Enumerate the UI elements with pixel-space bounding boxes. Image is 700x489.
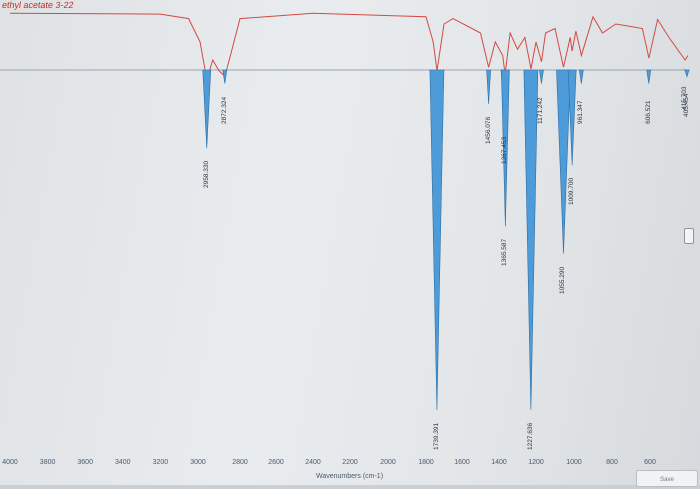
x-tick: 600 [644, 459, 656, 466]
peak-9[interactable] [567, 69, 577, 166]
x-axis-label: Wavenumbers (cm-1) [316, 473, 384, 480]
peak-label-6: 1227.636 [526, 422, 534, 450]
peak-11[interactable] [646, 69, 652, 84]
x-tick: 1200 [528, 459, 544, 466]
peak-0[interactable] [202, 69, 212, 149]
peak-1[interactable] [222, 69, 228, 84]
peak-label-2: 1739.391 [432, 422, 440, 450]
peak-5[interactable] [501, 69, 510, 227]
peak-7[interactable] [539, 69, 544, 84]
peak-label-13: 405.454 [682, 93, 690, 117]
x-tick: 2600 [268, 459, 284, 466]
peak-label-1: 2872.324 [220, 96, 228, 124]
x-tick: 3800 [39, 459, 56, 466]
x-tick: 2000 [380, 459, 396, 466]
x-tick: 1400 [491, 459, 507, 466]
x-tick: 3000 [190, 459, 206, 466]
peak-label-0: 2958.330 [202, 161, 210, 189]
save-button[interactable]: Save [636, 470, 698, 487]
peak-label-4: 1367.453 [501, 137, 509, 165]
peak-label-5: 1365.587 [501, 239, 509, 267]
x-tick: 3400 [115, 459, 131, 466]
x-tick: 2800 [232, 459, 248, 466]
peak-label-7: 1171.242 [537, 96, 545, 124]
x-tick: 4000 [2, 459, 18, 466]
peak-3[interactable] [486, 69, 491, 105]
peak-label-8: 1055.290 [559, 266, 567, 294]
x-tick: 3200 [152, 459, 169, 466]
x-tick: 1600 [454, 459, 470, 466]
peak-label-3: 1456.076 [484, 116, 492, 144]
peak-10[interactable] [578, 69, 584, 84]
x-tick: 2200 [342, 459, 358, 466]
peak-13[interactable] [684, 69, 690, 78]
peak-6[interactable] [523, 69, 539, 411]
x-tick: 1800 [418, 459, 434, 466]
peak-label-11: 606.521 [644, 100, 652, 124]
x-tick: 1000 [566, 459, 582, 466]
scroll-handle[interactable] [684, 228, 694, 244]
peak-label-10: 961.347 [577, 100, 585, 124]
peak-label-9: 1009.700 [568, 178, 576, 206]
peak-8[interactable] [556, 69, 571, 254]
x-tick: 3600 [77, 459, 93, 466]
x-tick: 2400 [305, 459, 321, 466]
x-tick: 800 [606, 459, 618, 466]
peak-2[interactable] [429, 69, 445, 411]
